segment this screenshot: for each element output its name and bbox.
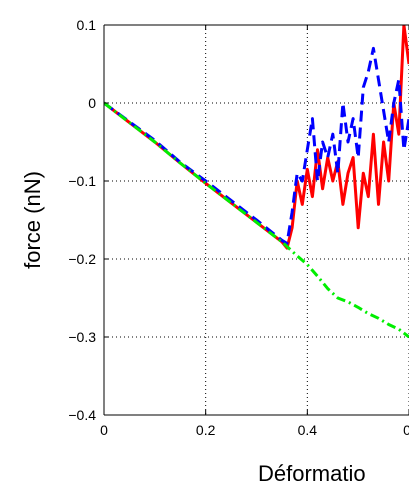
x-tick-label: 0 [100, 422, 108, 438]
y-tick-label: −0.3 [68, 329, 96, 345]
axes [103, 24, 409, 416]
y-tick-label: −0.1 [68, 173, 96, 189]
y-tick-label: 0.1 [77, 17, 97, 33]
y-tick-label: −0.4 [68, 407, 96, 423]
x-axis-label: Déformatio [258, 461, 366, 486]
series-group [104, 25, 409, 339]
grid-lines [104, 25, 409, 415]
y-tick-label: −0.2 [68, 251, 96, 267]
y-tick-label: 0 [88, 95, 96, 111]
x-tick-label: 0.2 [196, 422, 216, 438]
y-axis-label: force (nN) [20, 171, 45, 269]
x-tick-label: 0. [403, 422, 409, 438]
series-line-3 [104, 101, 409, 339]
series-line-2 [104, 46, 409, 245]
tick-labels: 0 0.2 0.4 0. −0.4 −0.3 −0.2 −0.1 0 0.1 [68, 17, 409, 438]
x-tick-label: 0.4 [298, 422, 318, 438]
